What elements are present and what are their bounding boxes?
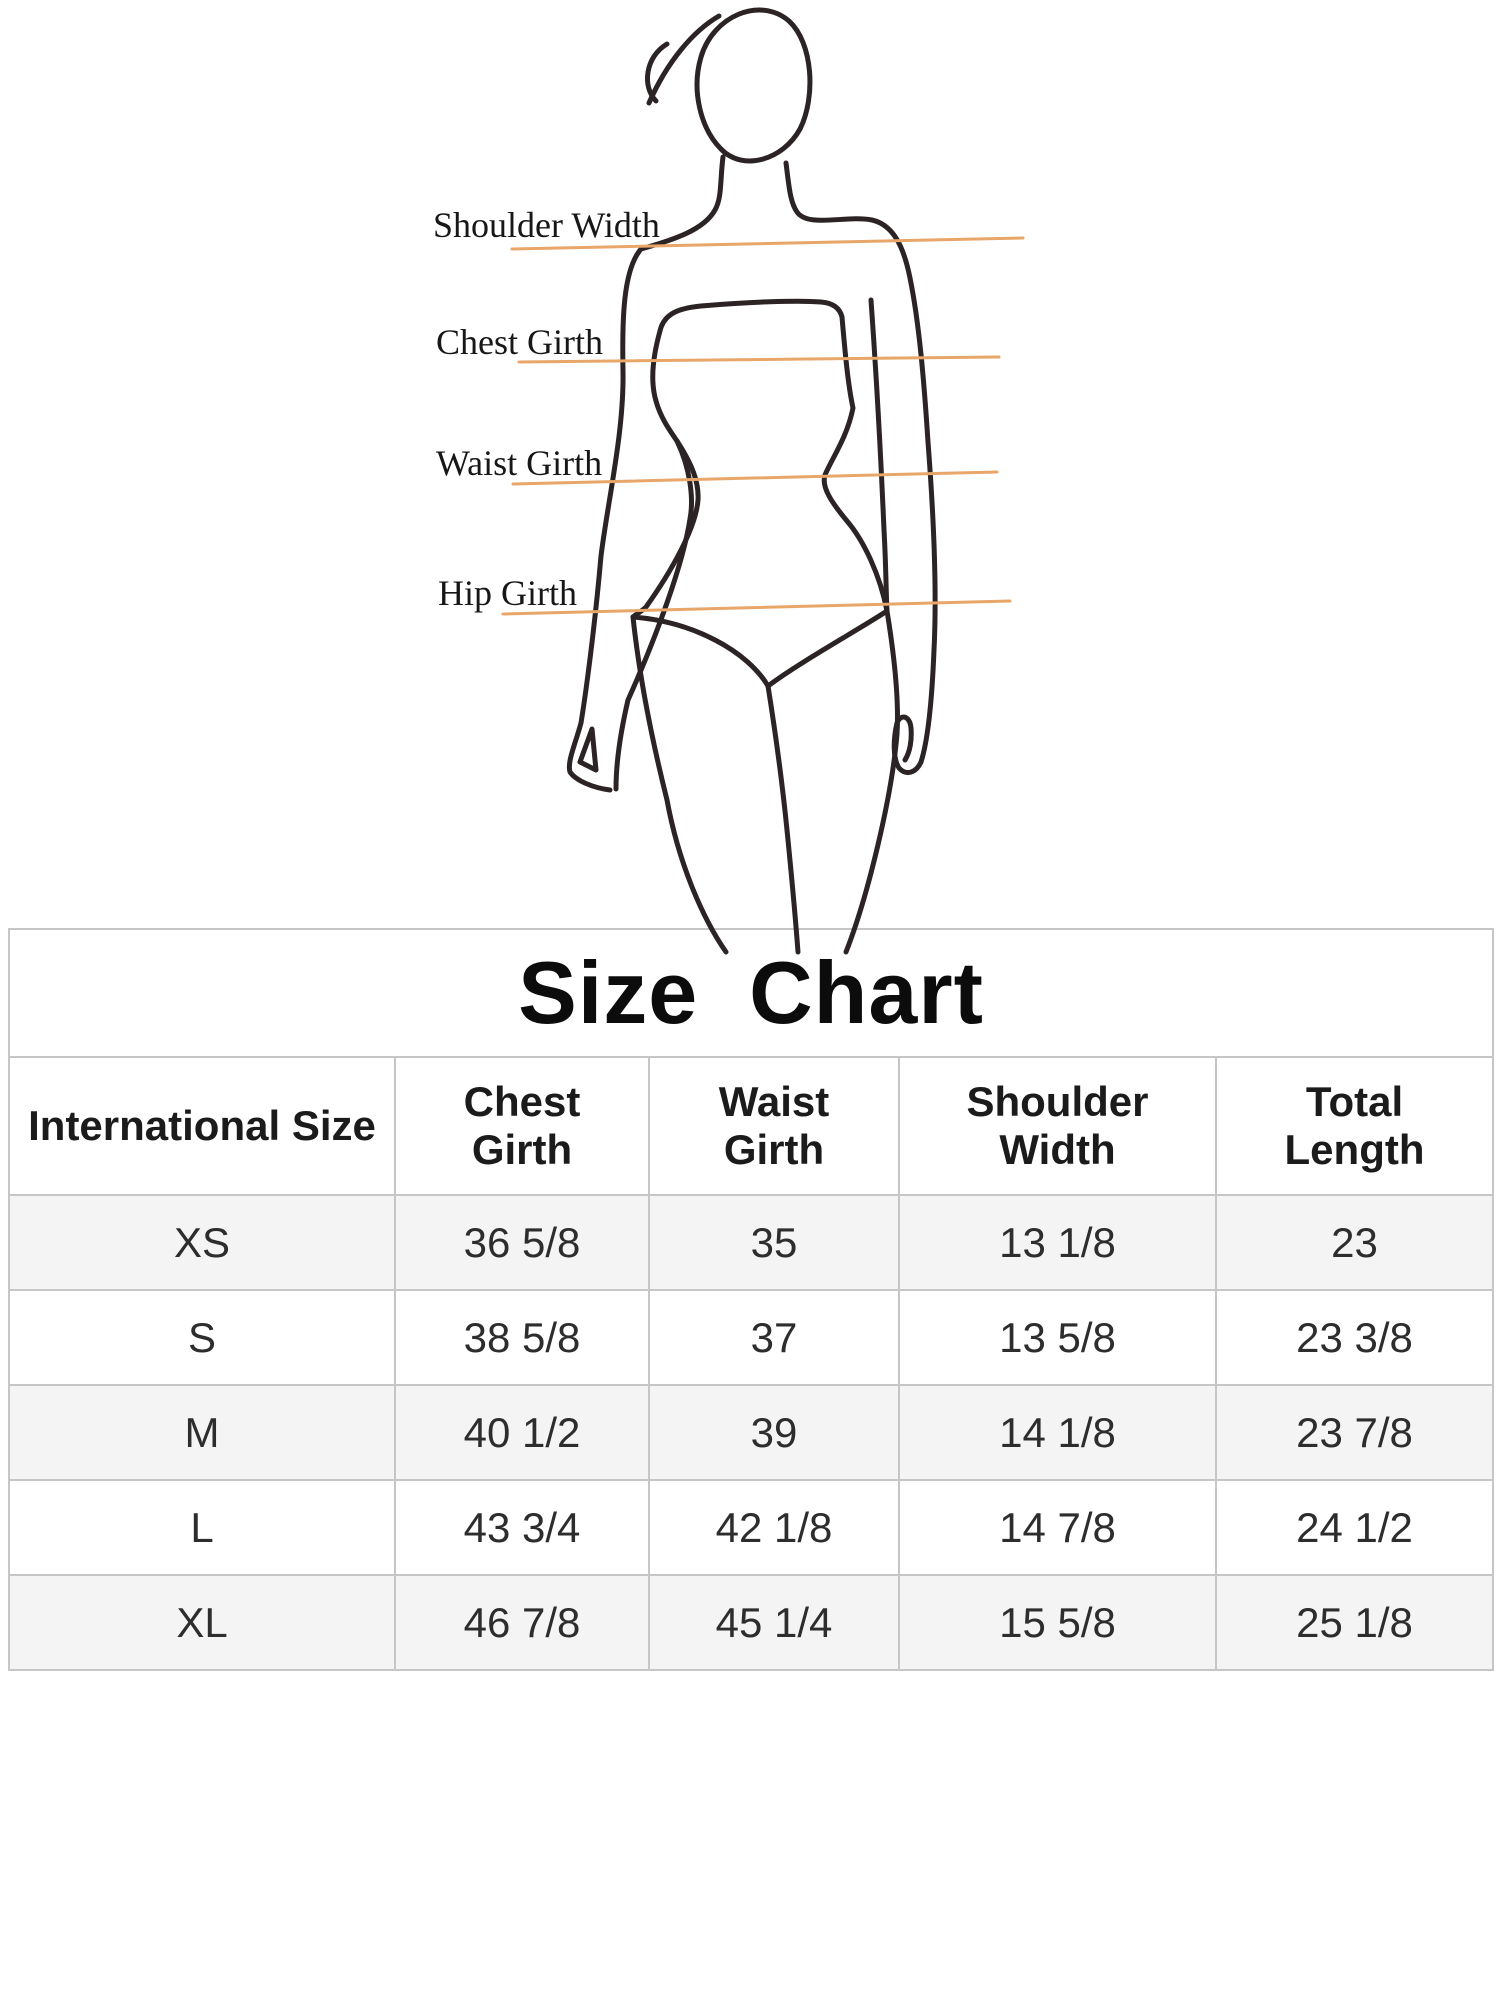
waist-value-cell: 37	[648, 1289, 900, 1386]
col-header-line: Chest	[463, 1077, 581, 1125]
col-header-line: Waist	[718, 1077, 830, 1125]
left-leg-outer	[630, 614, 729, 955]
right-leg-outer	[843, 608, 901, 955]
table-header-row: International Size Chest Girth Waist Gir…	[8, 1056, 1495, 1196]
length-value-cell: 25 1/8	[1214, 1574, 1495, 1671]
hair-strand	[646, 13, 722, 106]
table-row-xl: XL 46 7/8 45 1/4 15 5/8 25 1/8	[8, 1574, 1495, 1671]
right-hand	[891, 714, 924, 775]
bikini-right-curve	[765, 608, 890, 689]
length-value-cell: 24 1/2	[1214, 1479, 1495, 1576]
shoulder-value-cell: 13 1/8	[898, 1194, 1217, 1291]
left-body-side	[630, 328, 701, 620]
hair-curl	[645, 41, 670, 104]
col-header-international-size: International Size	[8, 1056, 396, 1196]
chest-value-cell: 36 5/8	[394, 1194, 650, 1291]
size-cell: XS	[8, 1194, 396, 1291]
chest-value-cell: 38 5/8	[394, 1289, 650, 1386]
right-body-side	[821, 314, 890, 614]
shoulder-width-label: Shoulder Width	[433, 205, 660, 245]
left-thumb	[577, 726, 599, 773]
col-header-shoulder-width: Shoulder Width	[898, 1056, 1217, 1196]
waist-girth-label: Waist Girth	[436, 443, 603, 483]
chest-value-cell: 43 3/4	[394, 1479, 650, 1576]
col-header-line: International Size	[28, 1101, 376, 1149]
shoulder-value-cell: 15 5/8	[898, 1574, 1217, 1671]
shoulder-value-cell: 13 5/8	[898, 1289, 1217, 1386]
waist-value-cell: 45 1/4	[648, 1574, 900, 1671]
chest-girth-label: Chest Girth	[436, 322, 603, 362]
waist-value-cell: 42 1/8	[648, 1479, 900, 1576]
chest-value-cell: 46 7/8	[394, 1574, 650, 1671]
table-row-m: M 40 1/2 39 14 1/8 23 7/8	[8, 1384, 1495, 1481]
size-cell: L	[8, 1479, 396, 1576]
bikini-left-curve	[630, 614, 771, 689]
col-header-line: Girth	[471, 1126, 573, 1173]
hip-girth-label: Hip Girth	[438, 573, 577, 613]
left-arm-inner	[613, 438, 694, 792]
table-row-l: L 43 3/4 42 1/8 14 7/8 24 1/2	[8, 1479, 1495, 1576]
col-header-total-length: Total Length	[1214, 1056, 1495, 1196]
body-measurement-figure	[501, 7, 1025, 955]
table-row-s: S 38 5/8 37 13 5/8 23 3/8	[8, 1289, 1495, 1386]
waist-value-cell: 35	[648, 1194, 900, 1291]
col-header-chest-girth: Chest Girth	[394, 1056, 650, 1196]
length-value-cell: 23 3/8	[1214, 1289, 1495, 1386]
table-title-row: Size Chart	[7, 928, 1495, 1058]
col-header-line: Girth	[723, 1126, 825, 1173]
col-header-line: Length	[1284, 1126, 1425, 1173]
length-value-cell: 23	[1214, 1194, 1495, 1291]
shoulder-value-cell: 14 7/8	[898, 1479, 1217, 1576]
shoulder-value-cell: 14 1/8	[898, 1384, 1217, 1481]
size-chart-table: Size Chart International Size Chest Girt…	[7, 928, 1495, 1671]
head-outline	[694, 7, 813, 164]
size-cell: M	[8, 1384, 396, 1481]
table-row-xs: XS 36 5/8 35 13 1/8 23	[8, 1194, 1495, 1291]
inner-leg-line	[765, 683, 801, 955]
chest-value-cell: 40 1/2	[394, 1384, 650, 1481]
right-arm-inner	[868, 297, 890, 614]
col-header-line: Shoulder	[966, 1077, 1149, 1125]
col-header-waist-girth: Waist Girth	[648, 1056, 900, 1196]
waist-value-cell: 39	[648, 1384, 900, 1481]
hip-girth-line	[501, 599, 1012, 616]
size-cell: S	[8, 1289, 396, 1386]
col-header-line: Total	[1305, 1077, 1404, 1125]
col-header-line: Width	[999, 1126, 1116, 1173]
size-cell: XL	[8, 1574, 396, 1671]
bodice-top	[657, 298, 845, 334]
table-title: Size Chart	[7, 928, 1495, 1058]
right-neck-shoulder-arm	[783, 160, 938, 765]
length-value-cell: 23 7/8	[1214, 1384, 1495, 1481]
